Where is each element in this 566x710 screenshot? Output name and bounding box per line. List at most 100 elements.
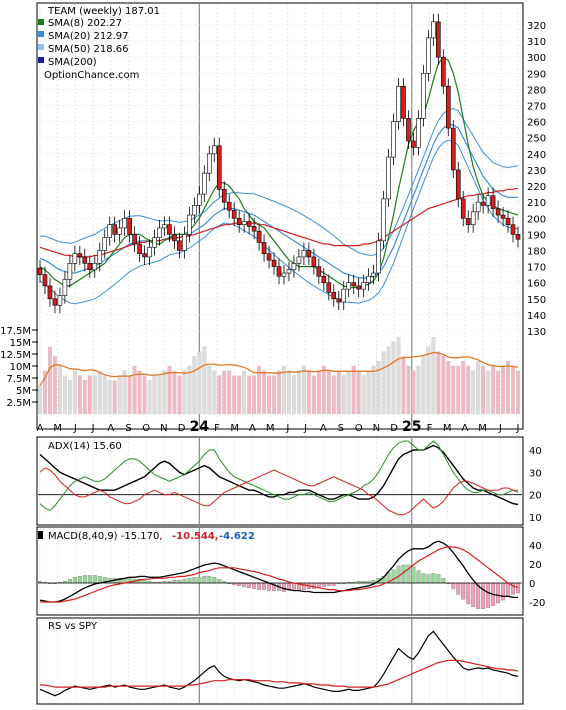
macd-histogram-bar [172, 580, 177, 584]
candle-body [187, 214, 192, 235]
candle-body [316, 266, 322, 277]
volume-bar [67, 380, 72, 415]
volume-tick-label: 15M [10, 338, 31, 349]
candle-body [281, 272, 287, 277]
candle-body [346, 282, 352, 290]
macd-histogram-bar [411, 566, 416, 584]
candle-body [276, 266, 282, 277]
volume-tick-label: 5M [16, 386, 31, 397]
macd-histogram-bar [291, 582, 296, 591]
volume-bar [157, 375, 162, 415]
month-tick-label: D [390, 423, 398, 434]
volume-bar [72, 370, 77, 415]
rs-panel-title: RS vs SPY [48, 621, 98, 632]
volume-bar [197, 351, 202, 415]
volume-bar [316, 370, 321, 415]
macd-histogram-bar [252, 582, 257, 589]
month-tick-label: M [230, 423, 239, 434]
price-tick-label: 140 [527, 311, 546, 322]
month-tick-label: A [107, 423, 114, 434]
site-watermark: OptionChance.com [44, 70, 139, 81]
candle-body [376, 240, 381, 274]
candle-body [465, 217, 471, 226]
month-tick-label: J [73, 423, 77, 434]
month-tick-label: O [355, 423, 363, 434]
candle-body [371, 272, 376, 277]
macd-hist-value: -4.622 [219, 531, 255, 542]
macd-histogram-bar [426, 574, 431, 584]
volume-bars [38, 337, 520, 415]
macd-histogram-bar [262, 582, 267, 590]
macd-histogram-bar [396, 565, 401, 584]
candle-body [177, 240, 182, 251]
macd-histogram-bar [506, 582, 510, 597]
price-tick-label: 230 [527, 166, 546, 177]
macd-signal-value: -10.544, [172, 531, 219, 542]
volume-bar [57, 365, 62, 415]
macd-histogram-bar [182, 579, 187, 584]
volume-bar [516, 370, 520, 415]
volume-bar [456, 365, 461, 415]
candle-body [167, 224, 172, 235]
volume-bar [396, 337, 401, 415]
macd-tick-label: 0 [529, 579, 535, 590]
candle-body [341, 288, 347, 303]
macd-histogram-bar [207, 576, 212, 584]
macd-histogram-bar [97, 576, 102, 584]
price-tick-label: 300 [527, 53, 546, 64]
volume-bar [311, 375, 316, 415]
candle-body [202, 172, 207, 195]
volume-tick-label: 12.5M [0, 350, 31, 361]
candle-body [127, 217, 132, 235]
candle-body [72, 253, 78, 264]
candle-body [82, 256, 88, 264]
volume-bar [237, 375, 242, 415]
macd-histogram-bar [466, 582, 471, 605]
volume-bar [416, 365, 421, 415]
volume-bar [43, 370, 47, 415]
candle-body [416, 118, 421, 148]
candle-body [326, 282, 332, 293]
candle-body [401, 85, 406, 119]
candle-body [132, 234, 137, 245]
price-panel-title: TEAM (weekly) 187.01 [47, 6, 160, 17]
macd-histogram-bar [321, 582, 326, 587]
price-tick-label: 270 [527, 102, 546, 113]
candle-body [137, 243, 142, 254]
price-tick-label: 310 [527, 37, 546, 48]
macd-histogram-bar [331, 582, 336, 586]
candle-body [246, 221, 252, 227]
candle-body [411, 140, 416, 148]
volume-bar [62, 375, 67, 415]
volume-tick-label: 10M [10, 362, 31, 373]
volume-bar [501, 365, 506, 415]
volume-bar [346, 370, 351, 415]
candle-body [396, 85, 401, 122]
volume-tick-label: 7.5M [6, 374, 31, 385]
volume-bar [306, 370, 311, 415]
volume-bar [242, 370, 247, 415]
volume-bar [92, 375, 97, 415]
adx-tick-label: 40 [529, 446, 542, 457]
volume-bar [122, 370, 127, 415]
volume-bar [262, 370, 267, 415]
candle-body [460, 198, 466, 219]
volume-bar [207, 365, 212, 415]
candle-body [52, 298, 58, 306]
volume-bar [441, 356, 446, 415]
candle-body [336, 298, 342, 303]
sma50-legend-label: SMA(50) 218.66 [48, 44, 129, 55]
volume-bar [331, 375, 336, 415]
volume-bar [341, 375, 346, 415]
volume-bar [461, 361, 466, 415]
macd-histogram-bar [247, 582, 252, 588]
volume-bar [481, 365, 486, 415]
candle-body [117, 227, 122, 235]
volume-bar [301, 365, 306, 415]
candle-body [286, 269, 292, 274]
macd-histogram-bar [82, 575, 87, 584]
candle-body [441, 56, 446, 87]
macd-panel-title: MACD(8,40,9) -15.170, [48, 531, 163, 542]
candle-body [480, 201, 486, 206]
